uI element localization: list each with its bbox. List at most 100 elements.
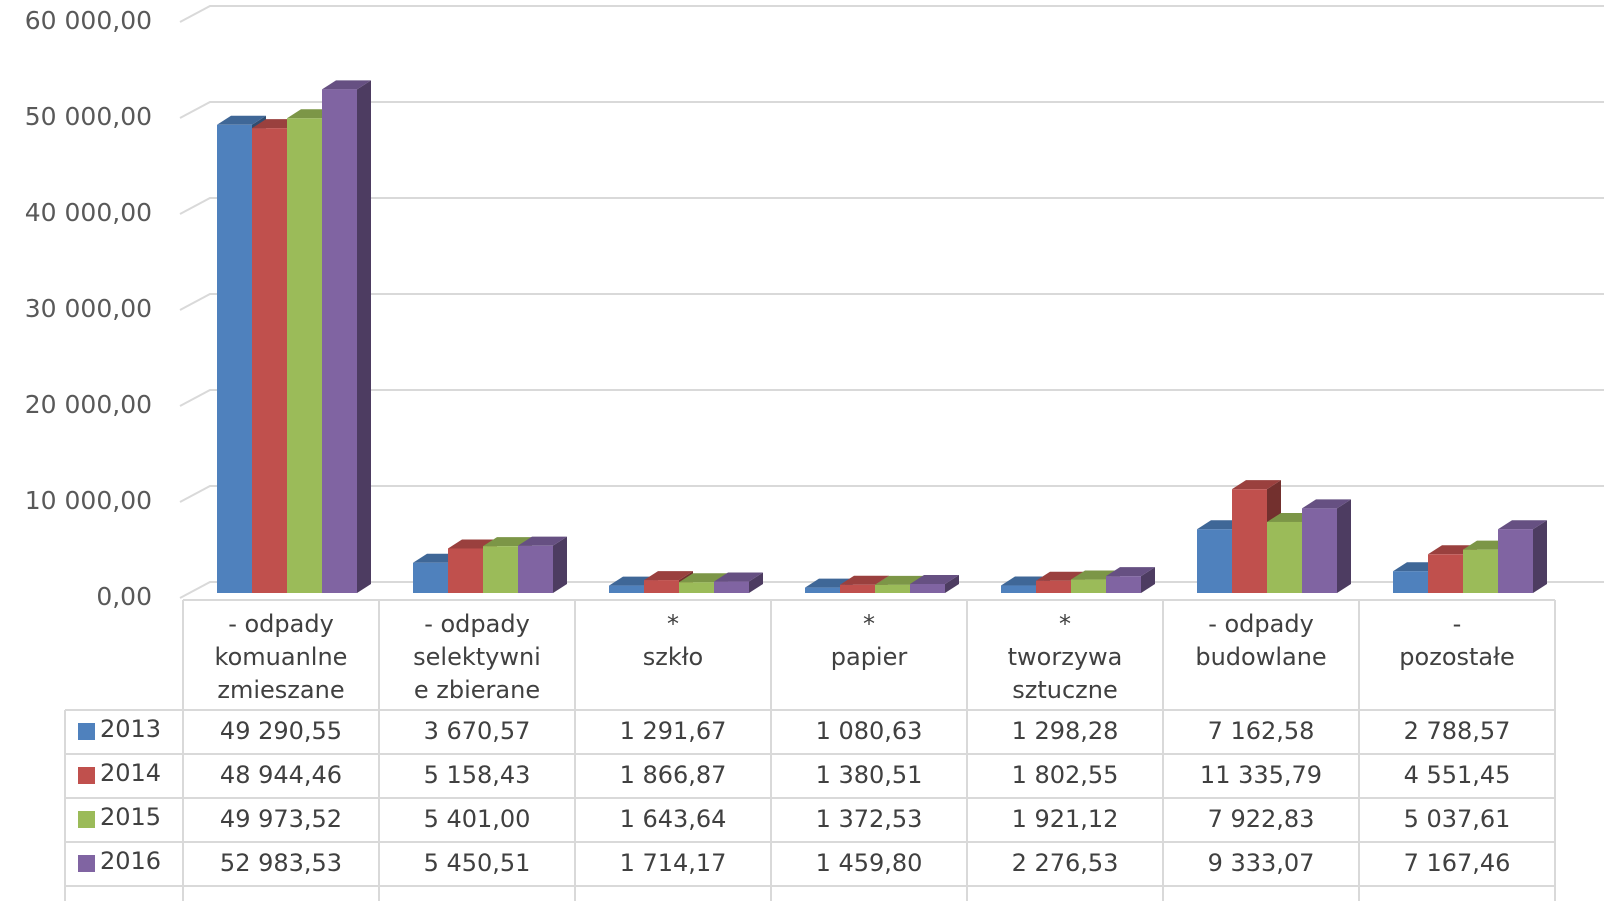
table-value: 5 401,00 bbox=[423, 805, 531, 833]
bar-top bbox=[840, 575, 889, 585]
bar bbox=[483, 546, 518, 593]
table-value: 48 944,46 bbox=[219, 761, 343, 789]
bar-top bbox=[714, 572, 763, 582]
bar bbox=[322, 89, 357, 594]
legend-swatch bbox=[78, 767, 95, 784]
y-tick-label: 40 000,00 bbox=[25, 198, 152, 227]
category-label: - odpady budowlane bbox=[1195, 610, 1327, 671]
y-tick-label: 60 000,00 bbox=[25, 6, 152, 35]
legend-swatch bbox=[78, 723, 95, 740]
bar-top bbox=[875, 575, 924, 585]
bar bbox=[1232, 489, 1267, 593]
legend-label: 2014 bbox=[100, 759, 162, 787]
bar bbox=[1498, 529, 1533, 593]
category-label: * papier bbox=[830, 610, 908, 671]
table-value: 7 162,58 bbox=[1207, 717, 1315, 745]
table-value: 49 290,55 bbox=[219, 717, 343, 745]
bar bbox=[413, 562, 448, 593]
bar bbox=[679, 582, 714, 593]
bar-top bbox=[1498, 520, 1547, 530]
bar-top bbox=[1302, 499, 1351, 509]
bar-side bbox=[749, 572, 763, 593]
bar bbox=[252, 128, 287, 593]
y-tick-label: 0,00 bbox=[96, 582, 152, 611]
grid-line bbox=[179, 5, 1604, 23]
bar-side bbox=[1533, 520, 1547, 593]
table-value: 5 450,51 bbox=[423, 849, 531, 877]
y-tick-label: 30 000,00 bbox=[25, 294, 152, 323]
table-value: 52 983,53 bbox=[219, 849, 343, 877]
bar bbox=[287, 118, 322, 593]
bar bbox=[714, 581, 749, 593]
bar-top bbox=[518, 536, 567, 546]
bar-side bbox=[1141, 567, 1155, 593]
table-value: 3 670,57 bbox=[423, 717, 531, 745]
bar bbox=[1001, 585, 1036, 593]
bar bbox=[609, 585, 644, 593]
table-value: 1 080,63 bbox=[815, 717, 923, 745]
bar-side bbox=[945, 574, 959, 593]
grid-line bbox=[179, 293, 1604, 311]
bar bbox=[1036, 580, 1071, 593]
table-value: 7 922,83 bbox=[1207, 805, 1315, 833]
table-value: 49 973,52 bbox=[219, 805, 343, 833]
bar bbox=[840, 584, 875, 593]
bar-side bbox=[553, 536, 567, 593]
bar bbox=[1071, 579, 1106, 593]
legend-swatch bbox=[78, 855, 95, 872]
bar bbox=[644, 580, 679, 593]
bar-top bbox=[483, 537, 532, 547]
table-value: 1 714,17 bbox=[619, 849, 727, 877]
bar-top bbox=[1106, 567, 1155, 577]
category-label: - odpady selektywni e zbierane bbox=[413, 610, 541, 704]
bar bbox=[448, 548, 483, 593]
table-value: 1 291,67 bbox=[619, 717, 727, 745]
table-value: 2 788,57 bbox=[1403, 717, 1511, 745]
category-label: - pozostałe bbox=[1399, 610, 1515, 671]
bar-top bbox=[910, 574, 959, 584]
grid-line bbox=[179, 485, 1604, 503]
bar bbox=[217, 124, 252, 593]
bar-top bbox=[217, 115, 266, 125]
table-value: 7 167,46 bbox=[1403, 849, 1511, 877]
table-value: 4 551,45 bbox=[1403, 761, 1511, 789]
bar bbox=[875, 584, 910, 593]
table-value: 1 643,64 bbox=[619, 805, 727, 833]
table-value: 1 298,28 bbox=[1011, 717, 1119, 745]
grid-line bbox=[179, 389, 1604, 407]
bar bbox=[1302, 508, 1337, 593]
y-tick-label: 20 000,00 bbox=[25, 390, 152, 419]
table-value: 11 335,79 bbox=[1199, 761, 1323, 789]
table-value: 5 158,43 bbox=[423, 761, 531, 789]
y-tick-label: 10 000,00 bbox=[25, 486, 152, 515]
bar-top bbox=[679, 573, 728, 583]
grid-line bbox=[179, 101, 1604, 119]
bar bbox=[1197, 529, 1232, 593]
table-value: 1 459,80 bbox=[815, 849, 923, 877]
table-value: 2 276,53 bbox=[1011, 849, 1119, 877]
category-label: * tworzywa sztuczne bbox=[1007, 610, 1123, 704]
table-value: 1 802,55 bbox=[1011, 761, 1119, 789]
grid-line bbox=[179, 197, 1604, 215]
category-label: - odpady komuanlne zmieszane bbox=[214, 610, 348, 704]
category-label: * szkło bbox=[642, 610, 704, 671]
table-value: 1 372,53 bbox=[815, 805, 923, 833]
table-value: 9 333,07 bbox=[1207, 849, 1315, 877]
legend-swatch bbox=[78, 811, 95, 828]
table-value: 1 380,51 bbox=[815, 761, 923, 789]
bar bbox=[1463, 549, 1498, 593]
bar-side bbox=[357, 80, 371, 594]
bar-top bbox=[322, 80, 371, 90]
bar-side bbox=[1337, 499, 1351, 593]
legend-label: 2015 bbox=[100, 803, 162, 831]
bar bbox=[1428, 554, 1463, 593]
bar bbox=[1106, 576, 1141, 593]
bar-top bbox=[1232, 480, 1281, 490]
bar bbox=[910, 583, 945, 593]
legend-label: 2013 bbox=[100, 715, 162, 743]
y-tick-label: 50 000,00 bbox=[25, 102, 152, 131]
table-value: 1 921,12 bbox=[1011, 805, 1119, 833]
table-value: 5 037,61 bbox=[1403, 805, 1511, 833]
bar bbox=[1393, 571, 1428, 593]
